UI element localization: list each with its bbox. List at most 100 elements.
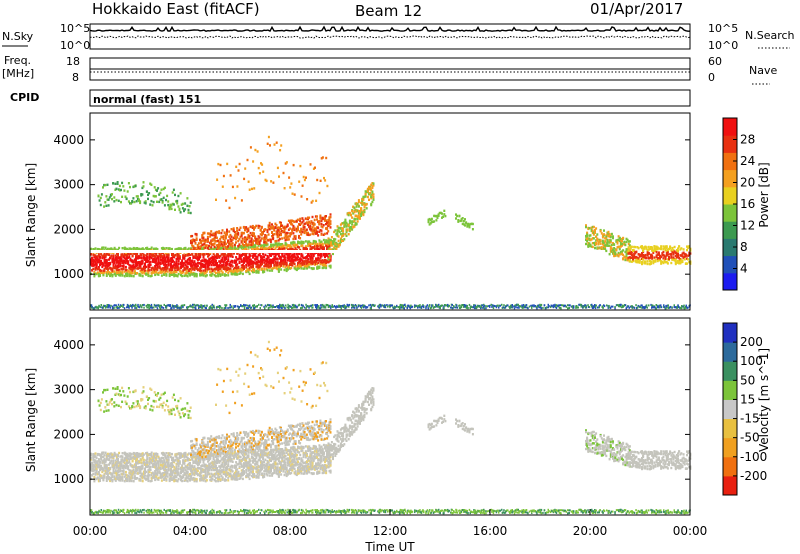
echo-cell — [274, 226, 277, 229]
echo-cell — [277, 252, 280, 255]
echo-cell — [362, 304, 364, 307]
echo-cell — [229, 264, 232, 267]
echo-cell — [127, 256, 130, 259]
echo-cell — [117, 199, 120, 202]
echo-cell — [214, 255, 217, 259]
echo-cell — [148, 307, 150, 310]
echo-cell — [361, 211, 364, 214]
echo-cell — [427, 307, 429, 310]
echo-cell — [264, 264, 267, 267]
echo-cell — [245, 239, 248, 242]
echo-cell — [245, 254, 248, 257]
echo-cell — [160, 198, 163, 201]
echo-cell — [646, 254, 649, 257]
echo-cell — [130, 252, 133, 255]
echo-cell — [121, 264, 124, 268]
echo-cell — [133, 271, 136, 275]
echo-cell — [272, 248, 275, 252]
echo-cell — [109, 274, 112, 278]
echo-cell — [223, 307, 225, 310]
echo-cell — [210, 243, 213, 246]
echo-cell — [192, 245, 195, 248]
echo-cell — [328, 244, 331, 247]
echo-cell — [95, 262, 98, 265]
echo-cell — [213, 270, 216, 273]
echo-cell — [428, 217, 431, 221]
echo-cell — [291, 228, 294, 231]
echo-cell — [91, 256, 94, 259]
echo-cell — [312, 224, 315, 227]
echo-cell — [100, 262, 103, 266]
echo-cell — [105, 272, 108, 276]
echo-cell — [102, 271, 105, 275]
echo-cell — [371, 185, 374, 188]
echo-cell — [628, 240, 631, 243]
echo-cell — [279, 247, 281, 250]
echo-cell — [310, 251, 313, 255]
echo-cell — [292, 220, 295, 223]
echo-cell — [240, 245, 243, 248]
echo-cell — [104, 304, 106, 307]
echo-cell — [617, 251, 620, 255]
echo-cell — [267, 135, 270, 139]
echo-cell — [337, 239, 340, 243]
echo-cell — [312, 221, 315, 225]
echo-cell — [255, 237, 258, 241]
echo-cell — [592, 233, 595, 236]
echo-cell — [162, 270, 164, 273]
echo-cell — [276, 305, 278, 308]
echo-cell — [632, 249, 634, 252]
echo-cell — [650, 260, 652, 263]
echo-cell — [261, 256, 263, 260]
echo-cell — [127, 200, 130, 203]
echo-cell — [286, 238, 289, 241]
echo-cell — [101, 263, 104, 266]
echo-cell — [154, 261, 157, 264]
echo-cell — [428, 305, 430, 308]
echo-cell — [116, 181, 119, 184]
echo-cell — [174, 265, 177, 268]
echo-cell — [503, 304, 505, 307]
echo-cell — [156, 265, 159, 268]
echo-cell — [107, 204, 110, 207]
echo-cell — [276, 264, 279, 267]
noise-left-tick-top: 10^5 — [60, 22, 90, 35]
echo-cell — [180, 261, 182, 265]
echo-cell — [427, 218, 430, 221]
echo-cell — [173, 306, 175, 309]
echo-cell — [122, 267, 125, 271]
echo-cell — [149, 203, 152, 206]
echo-cell — [106, 271, 109, 275]
echo-cell — [295, 268, 298, 272]
echo-cell — [456, 306, 459, 309]
echo-cell — [209, 306, 211, 308]
echo-cell — [317, 258, 320, 261]
echo-cell — [304, 240, 307, 243]
echo-cell — [235, 269, 238, 272]
echo-cell — [419, 304, 421, 307]
echo-cell — [429, 307, 432, 310]
echo-cell — [229, 246, 232, 249]
echo-cell — [230, 272, 233, 275]
echo-cell — [114, 254, 117, 257]
echo-cell — [218, 248, 221, 251]
echo-cell — [118, 184, 121, 188]
echo-cell — [211, 233, 214, 236]
echo-cell — [603, 244, 605, 248]
echo-cell — [229, 244, 232, 247]
echo-cell — [605, 244, 608, 247]
echo-cell — [655, 254, 658, 257]
echo-cell — [190, 265, 193, 268]
echo-cell — [403, 307, 405, 310]
echo-cell — [317, 265, 320, 268]
echo-cell — [229, 252, 232, 256]
echo-cell — [223, 241, 226, 244]
echo-cell — [111, 259, 114, 262]
echo-cell — [291, 223, 294, 226]
echo-cell — [290, 222, 293, 226]
echo-cell — [311, 215, 314, 219]
echo-cell — [506, 304, 508, 307]
echo-cell — [247, 229, 250, 232]
echo-cell — [109, 272, 112, 275]
echo-cell — [402, 307, 405, 309]
